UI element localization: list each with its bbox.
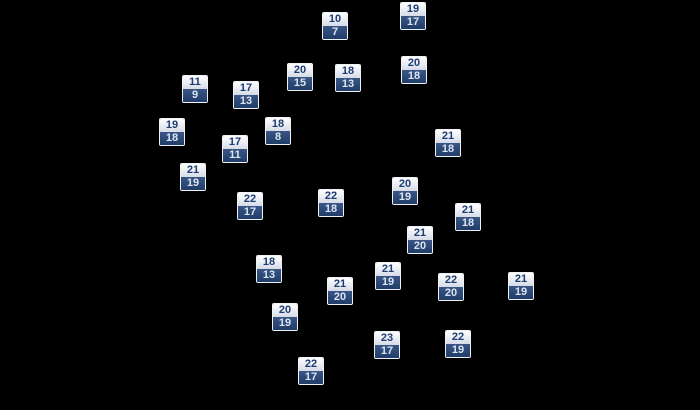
low-temp-label: 20 (328, 291, 352, 304)
high-temp-label: 18 (336, 65, 360, 78)
temperature-marker[interactable]: 21 18 (455, 203, 481, 231)
low-temp-label: 15 (288, 77, 312, 90)
high-temp-label: 22 (446, 331, 470, 344)
temperature-marker[interactable]: 22 17 (237, 192, 263, 220)
low-temp-label: 9 (183, 89, 207, 102)
low-temp-label: 19 (376, 276, 400, 289)
temperature-marker[interactable]: 21 19 (375, 262, 401, 290)
low-temp-label: 19 (273, 317, 297, 330)
low-temp-label: 13 (234, 95, 258, 108)
high-temp-label: 21 (456, 204, 480, 217)
temperature-marker[interactable]: 21 19 (180, 163, 206, 191)
temperature-marker[interactable]: 21 20 (327, 277, 353, 305)
low-temp-label: 17 (238, 206, 262, 219)
temperature-marker[interactable]: 10 7 (322, 12, 348, 40)
temperature-marker[interactable]: 21 18 (435, 129, 461, 157)
low-temp-label: 7 (323, 26, 347, 39)
temperature-marker[interactable]: 18 8 (265, 117, 291, 145)
low-temp-label: 18 (402, 70, 426, 83)
high-temp-label: 20 (288, 64, 312, 77)
high-temp-label: 20 (402, 57, 426, 70)
temperature-marker[interactable]: 22 19 (445, 330, 471, 358)
temperature-marker[interactable]: 20 19 (272, 303, 298, 331)
low-temp-label: 18 (160, 132, 184, 145)
low-temp-label: 18 (436, 143, 460, 156)
temperature-marker[interactable]: 22 18 (318, 189, 344, 217)
high-temp-label: 17 (234, 82, 258, 95)
low-temp-label: 17 (375, 345, 399, 358)
low-temp-label: 11 (223, 149, 247, 162)
temperature-marker[interactable]: 18 13 (335, 64, 361, 92)
high-temp-label: 21 (436, 130, 460, 143)
high-temp-label: 20 (393, 178, 417, 191)
low-temp-label: 19 (446, 344, 470, 357)
low-temp-label: 20 (439, 287, 463, 300)
temperature-marker[interactable]: 17 11 (222, 135, 248, 163)
low-temp-label: 19 (509, 286, 533, 299)
low-temp-label: 18 (456, 217, 480, 230)
temperature-marker[interactable]: 18 13 (256, 255, 282, 283)
low-temp-label: 20 (408, 240, 432, 253)
low-temp-label: 17 (299, 371, 323, 384)
low-temp-label: 8 (266, 131, 290, 144)
temperature-marker[interactable]: 20 19 (392, 177, 418, 205)
high-temp-label: 22 (439, 274, 463, 287)
temperature-marker[interactable]: 11 9 (182, 75, 208, 103)
high-temp-label: 17 (223, 136, 247, 149)
temperature-marker[interactable]: 17 13 (233, 81, 259, 109)
high-temp-label: 22 (319, 190, 343, 203)
high-temp-label: 10 (323, 13, 347, 26)
low-temp-label: 13 (257, 269, 281, 282)
temperature-marker[interactable]: 20 15 (287, 63, 313, 91)
high-temp-label: 21 (376, 263, 400, 276)
high-temp-label: 18 (266, 118, 290, 131)
temperature-marker[interactable]: 19 18 (159, 118, 185, 146)
temperature-marker[interactable]: 23 17 (374, 331, 400, 359)
high-temp-label: 21 (181, 164, 205, 177)
temperature-marker[interactable]: 22 20 (438, 273, 464, 301)
high-temp-label: 20 (273, 304, 297, 317)
high-temp-label: 22 (299, 358, 323, 371)
temperature-marker[interactable]: 21 19 (508, 272, 534, 300)
temperature-marker[interactable]: 21 20 (407, 226, 433, 254)
low-temp-label: 13 (336, 78, 360, 91)
temperature-marker[interactable]: 22 17 (298, 357, 324, 385)
temperature-marker[interactable]: 19 17 (400, 2, 426, 30)
high-temp-label: 23 (375, 332, 399, 345)
low-temp-label: 19 (181, 177, 205, 190)
high-temp-label: 22 (238, 193, 262, 206)
high-temp-label: 19 (401, 3, 425, 16)
high-temp-label: 21 (328, 278, 352, 291)
high-temp-label: 21 (408, 227, 432, 240)
high-temp-label: 18 (257, 256, 281, 269)
low-temp-label: 19 (393, 191, 417, 204)
low-temp-label: 17 (401, 16, 425, 29)
high-temp-label: 11 (183, 76, 207, 89)
temperature-marker[interactable]: 20 18 (401, 56, 427, 84)
high-temp-label: 19 (160, 119, 184, 132)
high-temp-label: 21 (509, 273, 533, 286)
low-temp-label: 18 (319, 203, 343, 216)
